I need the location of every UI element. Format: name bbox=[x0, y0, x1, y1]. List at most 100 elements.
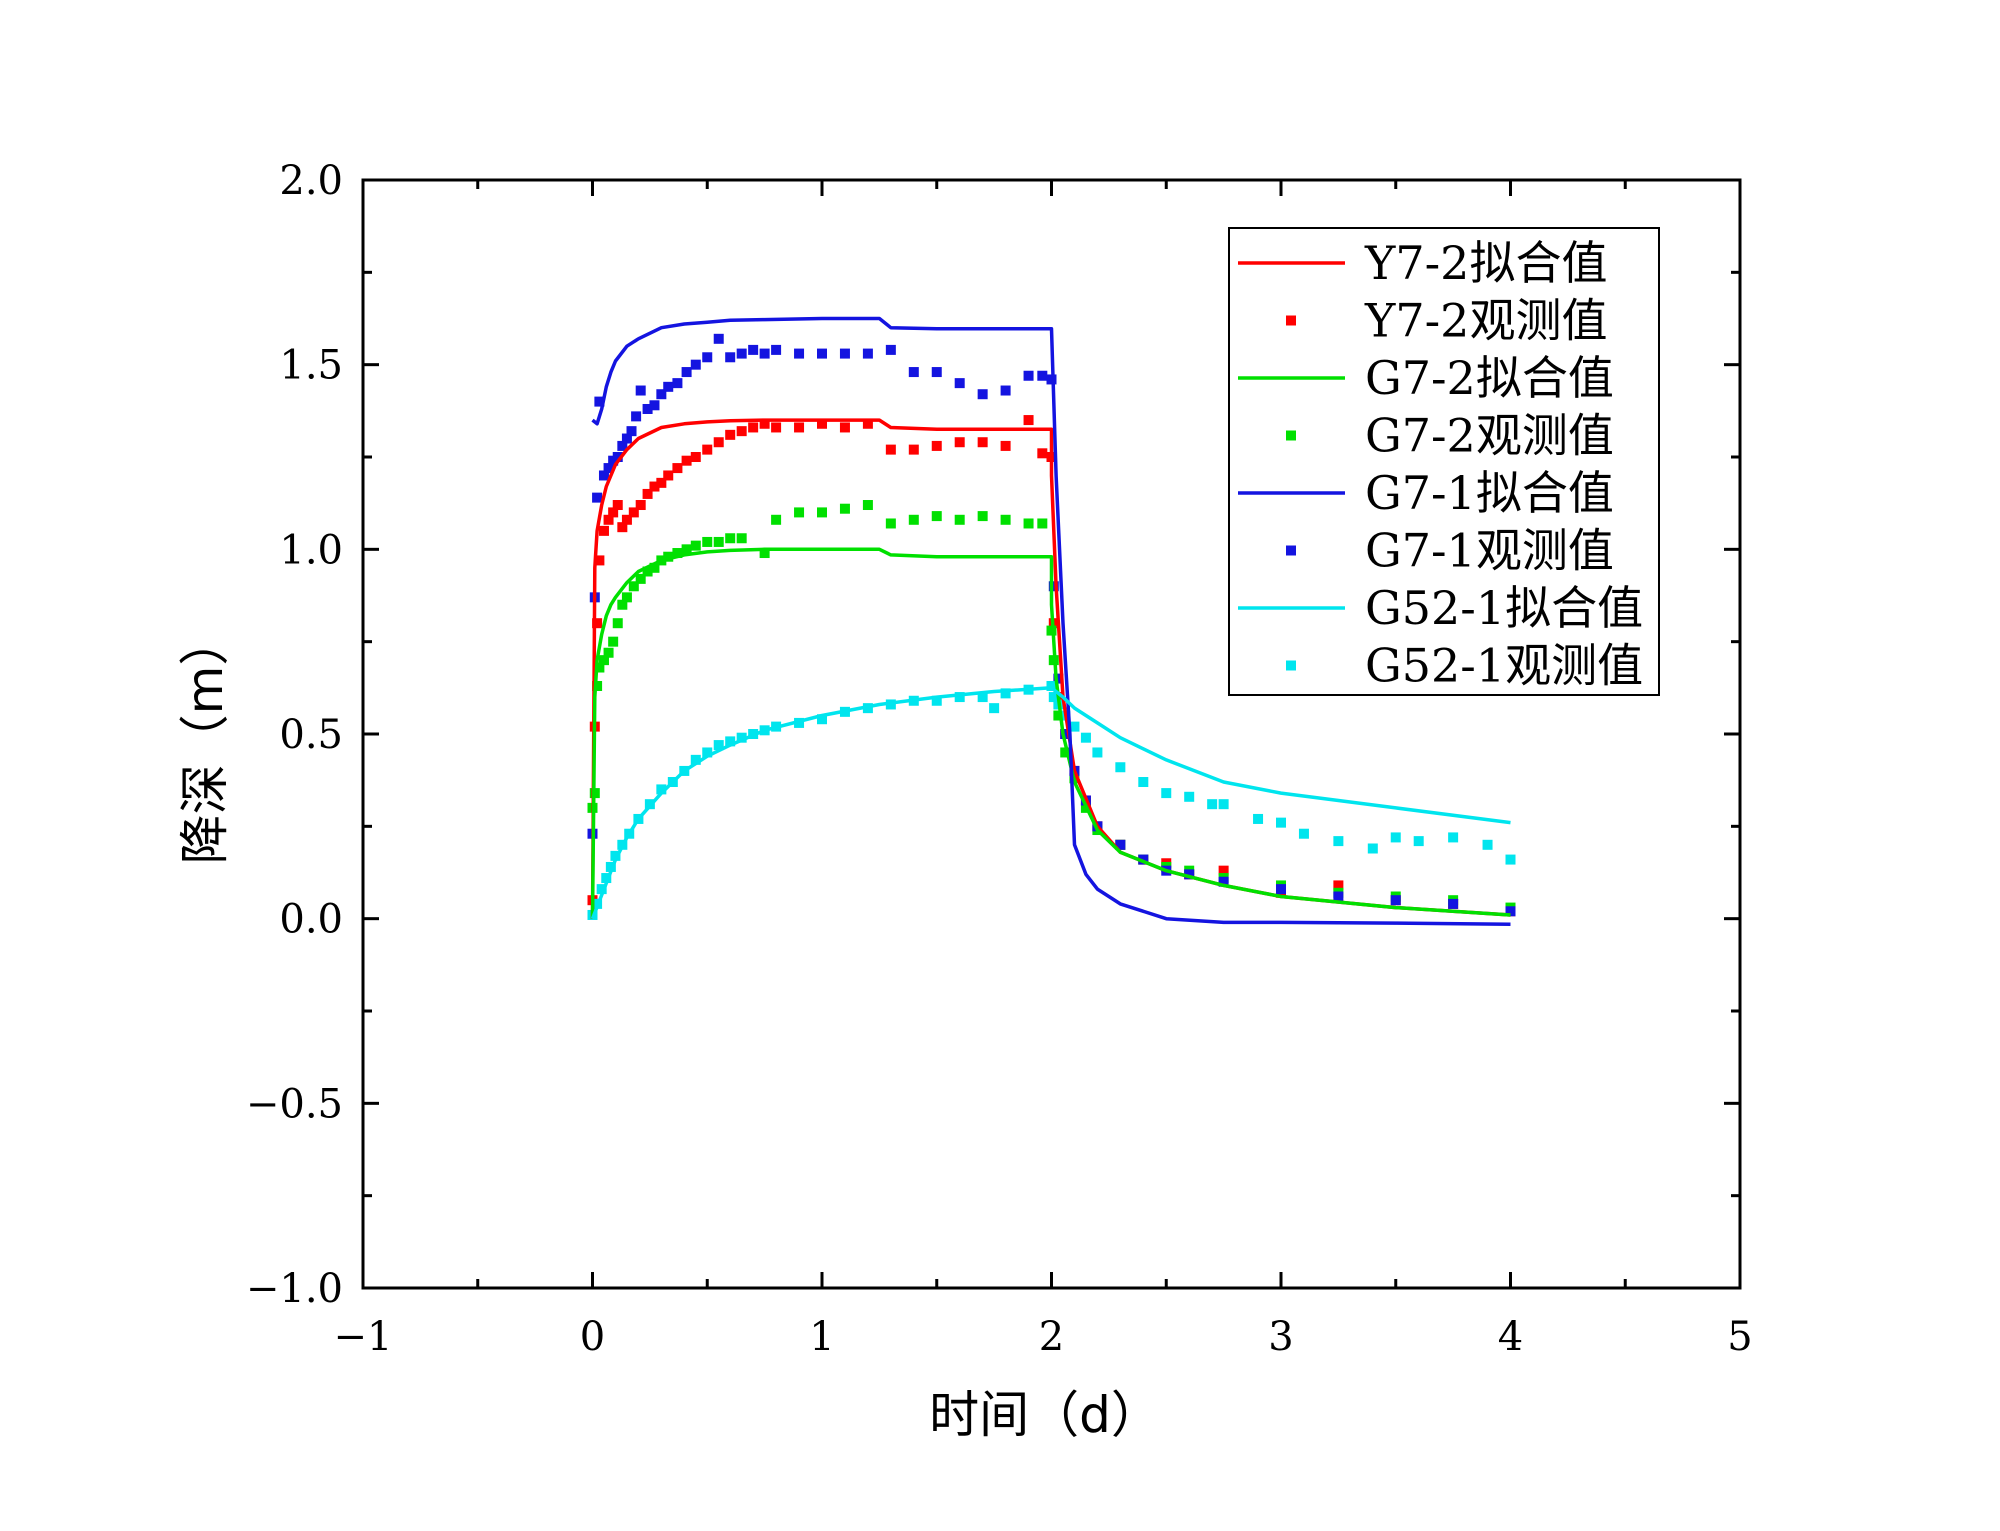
data-point bbox=[603, 463, 614, 474]
y-axis-title: 降深（m） bbox=[176, 616, 234, 865]
data-point bbox=[690, 540, 701, 551]
data-point bbox=[1000, 385, 1011, 396]
data-point bbox=[642, 403, 653, 414]
data-point bbox=[649, 400, 660, 411]
data-point bbox=[592, 492, 603, 503]
series-observed-points bbox=[587, 333, 1516, 917]
data-point bbox=[954, 378, 965, 389]
data-point bbox=[713, 740, 724, 751]
data-point bbox=[1161, 788, 1172, 799]
data-point bbox=[736, 348, 747, 359]
data-point bbox=[817, 348, 827, 359]
legend-label: Y7-2拟合值 bbox=[1364, 236, 1607, 290]
data-point bbox=[608, 636, 619, 647]
y-tick-label: 0.5 bbox=[279, 712, 343, 758]
data-point bbox=[702, 747, 713, 758]
data-point bbox=[713, 333, 724, 344]
data-point bbox=[628, 581, 639, 592]
data-point bbox=[612, 618, 623, 629]
data-point bbox=[725, 352, 736, 363]
data-point bbox=[771, 514, 782, 525]
data-point bbox=[1080, 732, 1091, 743]
data-point bbox=[794, 348, 805, 359]
data-point bbox=[681, 544, 692, 555]
x-axis: −1 0 1 2 3 4 5 bbox=[334, 180, 1753, 1360]
data-point bbox=[1413, 836, 1424, 847]
data-point bbox=[1048, 581, 1059, 592]
data-point bbox=[1333, 836, 1344, 847]
y-tick-label: 1.0 bbox=[279, 527, 343, 573]
data-point bbox=[635, 385, 646, 396]
data-point bbox=[594, 662, 605, 673]
data-point bbox=[771, 344, 782, 355]
data-point bbox=[977, 389, 988, 400]
data-point bbox=[702, 444, 713, 455]
data-point bbox=[748, 422, 759, 433]
legend-label: G7-2观测值 bbox=[1365, 409, 1614, 463]
plot-series bbox=[587, 316, 1516, 926]
data-point bbox=[1000, 440, 1011, 451]
data-point bbox=[908, 444, 919, 455]
y-axis: −1.0 −0.5 0.0 0.5 1.0 1.5 2.0 bbox=[246, 158, 1740, 1312]
legend-box bbox=[1228, 227, 1660, 696]
data-point bbox=[1253, 813, 1264, 824]
fit-line bbox=[590, 686, 1511, 920]
legend-label: G7-1观测值 bbox=[1365, 524, 1614, 578]
data-point bbox=[621, 514, 632, 525]
data-point bbox=[672, 463, 683, 474]
data-point bbox=[931, 695, 942, 706]
data-point bbox=[1218, 876, 1229, 887]
data-point bbox=[1390, 832, 1401, 843]
data-point bbox=[1115, 839, 1126, 850]
data-point bbox=[601, 873, 612, 884]
data-point bbox=[1060, 747, 1071, 758]
data-point bbox=[839, 422, 850, 433]
data-point bbox=[603, 514, 614, 525]
x-axis-title: 时间（d） bbox=[929, 1386, 1161, 1444]
legend-label: Y7-2观测值 bbox=[1364, 294, 1607, 348]
data-point bbox=[1448, 898, 1459, 909]
data-point bbox=[690, 452, 701, 462]
data-point bbox=[1276, 817, 1286, 828]
data-point bbox=[612, 452, 623, 462]
data-point bbox=[681, 367, 692, 378]
data-point bbox=[612, 500, 623, 511]
data-point bbox=[1115, 762, 1126, 773]
data-point bbox=[1037, 370, 1048, 381]
data-point bbox=[1276, 884, 1286, 895]
data-point bbox=[736, 426, 747, 437]
data-point bbox=[702, 536, 713, 547]
data-point bbox=[649, 562, 660, 573]
data-point bbox=[596, 884, 607, 895]
data-point bbox=[690, 359, 701, 370]
data-point bbox=[681, 455, 692, 466]
series-fit-line bbox=[591, 316, 1511, 926]
data-point bbox=[1298, 828, 1309, 839]
data-point bbox=[1333, 891, 1344, 902]
data-point bbox=[1218, 865, 1229, 876]
data-point bbox=[759, 548, 770, 559]
data-point bbox=[1207, 799, 1218, 810]
x-tick-label: 2 bbox=[1039, 1314, 1064, 1360]
data-point bbox=[759, 418, 770, 429]
data-point bbox=[794, 507, 805, 518]
data-point bbox=[931, 440, 942, 451]
data-point bbox=[617, 599, 628, 610]
data-point bbox=[1505, 854, 1516, 865]
data-point bbox=[725, 533, 736, 544]
data-point bbox=[1482, 839, 1493, 850]
legend-point-swatch bbox=[1286, 315, 1296, 326]
data-point bbox=[1505, 906, 1516, 917]
data-point bbox=[759, 348, 770, 359]
legend-label: G7-1拟合值 bbox=[1365, 466, 1614, 520]
data-point bbox=[1053, 710, 1064, 721]
x-tick-label: 3 bbox=[1268, 1314, 1293, 1360]
data-point bbox=[598, 525, 609, 536]
data-point bbox=[1000, 688, 1011, 699]
data-point bbox=[635, 500, 646, 511]
data-point bbox=[635, 573, 646, 584]
data-point bbox=[656, 477, 667, 488]
data-point bbox=[794, 422, 805, 433]
legend-point-swatch bbox=[1286, 660, 1296, 671]
x-tick-label: 4 bbox=[1498, 1314, 1523, 1360]
